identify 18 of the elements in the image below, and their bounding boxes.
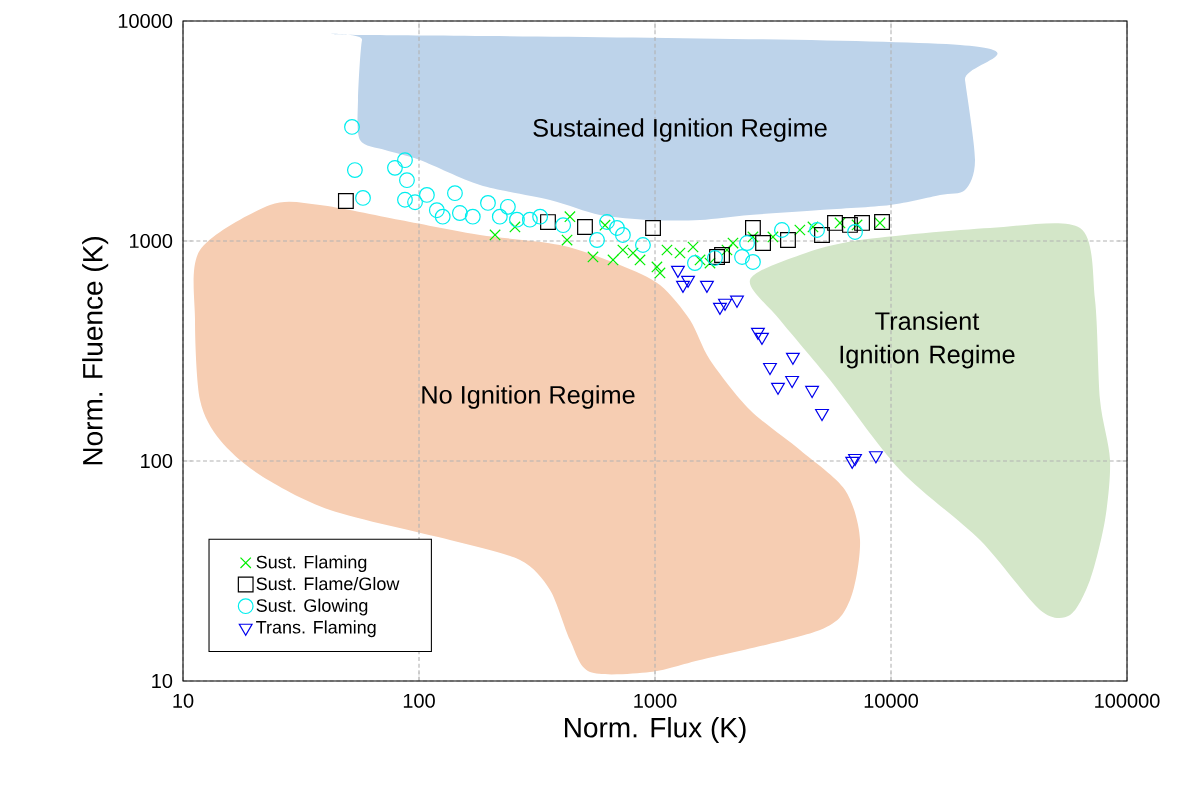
legend-label: Sust. Glowing [256,598,368,616]
x-tick-label: 1000 [634,693,677,708]
x-tick-label: 100 [403,693,435,708]
y-tick-label: 1000 [130,233,173,249]
legend-label: Trans. Flaming [256,620,376,638]
y-tick-label: 10 [152,673,173,689]
annotation: Transient Ignition Regime [840,311,1015,369]
y-axis-title: Norm. Fluence (K) [82,237,109,465]
x-tick-label: 100000 [1095,693,1160,708]
legend-label: Sust. Flame/Glow [256,576,400,591]
y-tick-label: 100 [141,453,173,469]
x-axis-title: Norm. Flux (K) [565,717,746,744]
x-tick-label: 10 [173,693,194,708]
y-tick-label: 10000 [118,13,173,29]
legend-label: Sust. Flaming [256,555,367,573]
x-tick-label: 10000 [864,693,919,708]
annotation: Sustained Ignition Regime [533,118,827,142]
annotation: No Ignition Regime [422,385,635,409]
